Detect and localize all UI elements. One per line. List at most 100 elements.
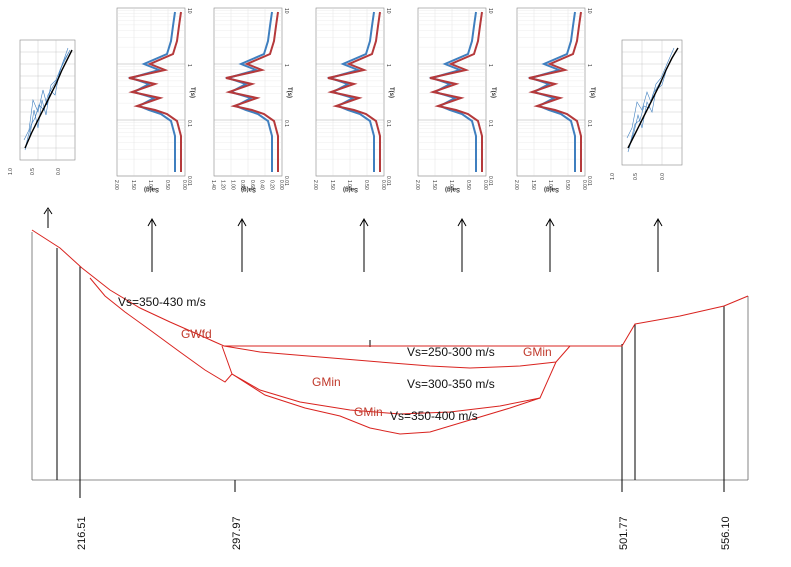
cross-section: Vs=350-430 m/s Vs=250-300 m/s Vs=300-350…	[31, 229, 749, 550]
sa-tick-label: 0.00	[278, 180, 284, 190]
sa-tick-label: 1.20	[220, 180, 226, 190]
station-label-4: 556.10	[720, 516, 732, 550]
sa-tick-label: 1.40	[210, 180, 216, 190]
arrow-1	[43, 207, 53, 228]
period-tick-label: 0.01	[283, 176, 289, 186]
period-axis-label: T(s)	[189, 87, 195, 98]
period-tick-label: 0.1	[283, 120, 289, 127]
period-axis-label: T(s)	[490, 87, 496, 98]
sa-tick-label: 1.50	[130, 180, 136, 190]
sa-tick-label: 1.50	[329, 180, 335, 190]
arrow-5	[457, 217, 467, 272]
layer-label-gmin-3: GMin	[354, 405, 383, 419]
period-tick-label: 1	[283, 64, 289, 67]
sa-tick-label: 0.60	[249, 180, 255, 190]
arrow-3	[237, 217, 247, 272]
arrow-7	[653, 217, 663, 272]
gwfd-lower-boundary	[89, 277, 233, 383]
station-label-2: 297.97	[231, 516, 243, 550]
sa-tick-label: 1.00	[147, 180, 153, 190]
station-label-1: 216.51	[76, 516, 88, 550]
sa-tick-label: 0.80	[239, 180, 245, 190]
arrow-2	[147, 217, 157, 272]
spectrum-plot-5: 2.00 1.50 1.00 0.50 0.00 0.01 0.1 1 10 T(s) Sa(g)	[513, 7, 595, 192]
period-tick-label: 0.1	[586, 120, 592, 127]
vs-zone-2-label: Vs=250-300 m/s	[407, 345, 495, 359]
location-arrows	[43, 207, 663, 272]
spectrum-curve-red	[429, 11, 483, 172]
spectrum-plot-1: 2.00 1.50 1.00 0.50 0.00 0.01 0.1 1 10 T(s) Sa(g)	[113, 7, 195, 192]
spectrum-bundle-left: 1.0 0.5 0.0	[8, 39, 76, 175]
grid	[20, 40, 75, 160]
gmin-deep-lower-boundary	[231, 373, 541, 435]
sa-axis-label: Sa(g)	[241, 186, 256, 192]
sa-tick-label: 0.00	[482, 180, 488, 190]
spectrum-curve-red	[327, 11, 381, 172]
sa-tick-label: 0.00	[380, 180, 386, 190]
sa-tick-label: 1.00	[448, 180, 454, 190]
spectrum-curve-red	[128, 11, 182, 172]
bundle-curve-3	[626, 47, 675, 139]
bundle-tick-5: 0.5	[30, 168, 36, 175]
bundle-tick-0: 1.0	[8, 168, 14, 175]
sa-tick-label: 0.00	[181, 180, 187, 190]
sa-tick-label: 0.20	[268, 180, 274, 190]
spectrum-plot-4: 2.00 1.50 1.00 0.50 0.00 0.01 0.1 1 10 T(s) Sa(g)	[414, 7, 496, 192]
arrow-6	[545, 217, 555, 272]
arrow-4	[359, 217, 369, 272]
sa-tick-label: 2.00	[513, 180, 519, 190]
bundle-tick-10: 0.0	[56, 168, 62, 175]
vs-zone-3-label: Vs=300-350 m/s	[407, 377, 495, 391]
period-tick-label: 0.01	[487, 176, 493, 186]
period-tick-label: 0.01	[586, 176, 592, 186]
period-axis-label: T(s)	[286, 87, 292, 98]
period-tick-label: 0.1	[385, 120, 391, 127]
ground-surface	[31, 229, 749, 347]
bundle-mean-curve	[627, 47, 679, 149]
spectrum-plot-2: 1.40 1.20 1.00 0.80 0.60 0.40 0.20 0.00 0.01 0.1 1…	[210, 7, 292, 192]
period-tick-label: 0.01	[186, 176, 192, 186]
period-tick-label: 0.1	[186, 120, 192, 127]
sa-tick-label: 0.50	[164, 180, 170, 190]
sa-axis-label: Sa(g)	[445, 186, 460, 192]
period-tick-label: 10	[487, 8, 493, 14]
period-tick-label: 10	[283, 8, 289, 14]
spectrum-bundle-right: 1.0 0.5 0.0	[610, 39, 683, 180]
plot-frame	[621, 39, 683, 166]
period-tick-label: 0.01	[385, 176, 391, 186]
spectrum-curve-red	[225, 11, 279, 172]
sa-tick-label: 1.50	[530, 180, 536, 190]
sa-tick-label: 0.50	[564, 180, 570, 190]
sa-tick-label: 0.00	[581, 180, 587, 190]
sa-tick-label: 1.50	[431, 180, 437, 190]
layer-label-gwfd: GWfd	[181, 327, 212, 341]
bundle-tick-10: 0.0	[660, 173, 666, 180]
sa-tick-label: 0.50	[465, 180, 471, 190]
sa-tick-label: 1.00	[547, 180, 553, 190]
period-axis-label: T(s)	[589, 87, 595, 98]
sa-axis-label: Sa(g)	[544, 186, 559, 192]
bundle-tick-5: 0.5	[633, 173, 639, 180]
period-axis-label: T(s)	[388, 87, 394, 98]
period-tick-label: 1	[385, 64, 391, 67]
bundle-mean-curve	[24, 49, 73, 149]
period-tick-label: 10	[586, 8, 592, 14]
sa-tick-label: 0.50	[363, 180, 369, 190]
vs-zone-4-label: Vs=350-400 m/s	[390, 409, 478, 423]
period-tick-label: 10	[385, 8, 391, 14]
period-tick-label: 1	[487, 64, 493, 67]
sa-tick-label: 2.00	[312, 180, 318, 190]
bundle-tick-0: 1.0	[610, 173, 616, 180]
station-label-3: 501.77	[618, 516, 630, 550]
vs-zone-1-label: Vs=350-430 m/s	[118, 295, 206, 309]
period-tick-label: 10	[186, 8, 192, 14]
sa-tick-label: 0.40	[259, 180, 265, 190]
period-tick-label: 1	[586, 64, 592, 67]
sa-tick-label: 2.00	[113, 180, 119, 190]
layer-label-gmin-1: GMin	[523, 345, 552, 359]
gmin-upper-lower-boundary	[223, 345, 571, 369]
gmin-middle-lower-boundary	[231, 361, 557, 415]
spectrum-curve-red	[528, 11, 582, 172]
sa-tick-label: 1.00	[229, 180, 235, 190]
